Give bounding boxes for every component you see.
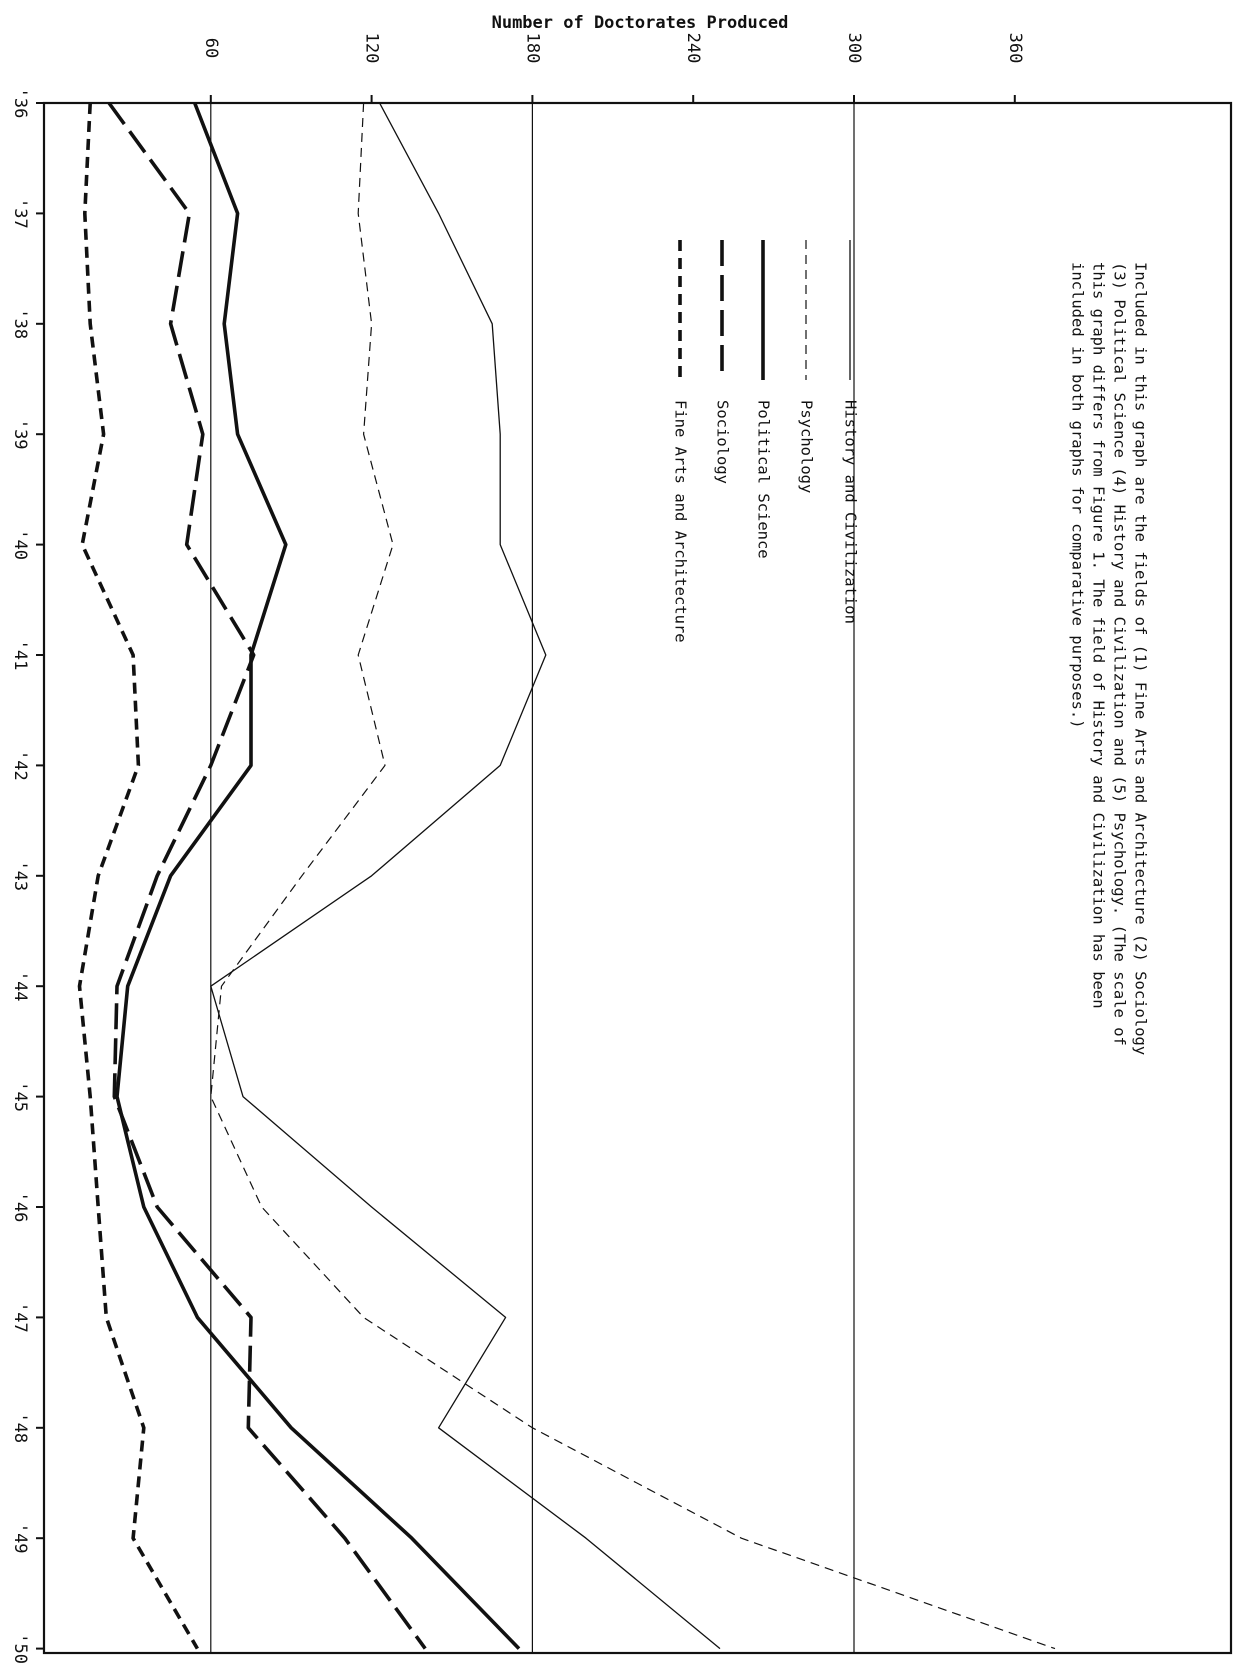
year-tick-label: '40 [10,529,30,560]
series-line-fine-arts-and-architecture [77,102,199,1650]
year-tick-label: '46 [10,1192,30,1223]
note-line: Included in this graph are the fields of… [1132,262,1150,1055]
legend-label: History and Civilization [842,400,860,624]
year-tick-label: '38 [10,308,30,339]
value-tick-label: 180 [522,33,542,64]
value-tick-label: 60 [201,38,221,58]
year-tick-label: '42 [10,750,30,781]
note-line: (3) Political Science (4) History and Ci… [1111,262,1129,1046]
value-tick-label: 120 [362,33,382,64]
year-tick-label: '50 [10,1633,30,1664]
year-tick-label: '49 [10,1523,30,1554]
note-line: included in both graphs for comparative … [1069,262,1087,729]
plot-frame [42,101,1233,1655]
value-tick-label: 360 [1005,33,1025,64]
value-tick-label: 300 [844,33,864,64]
year-tick-label: '41 [10,640,30,671]
value-axis-title: Number of Doctorates Produced [492,13,789,33]
year-tick-label: '43 [10,860,30,891]
note-line: this graph differs from Figure 1. The fi… [1090,262,1108,1009]
year-tick-label: '39 [10,419,30,450]
year-tick-label: '37 [10,198,30,229]
year-tick-label: '48 [10,1412,30,1443]
value-tick-label: 240 [683,33,703,64]
year-tick-label: '45 [10,1081,30,1112]
year-tick-label: '47 [10,1302,30,1333]
legend-label: Fine Arts and Architecture [672,400,690,643]
series-line-psychology [210,102,1056,1650]
legend-label: Sociology [714,400,732,484]
legend-label: Psychology [798,400,816,493]
legend-label: Political Science [755,400,773,559]
year-tick-label: '44 [10,971,30,1002]
year-tick-label: '36 [10,88,30,119]
